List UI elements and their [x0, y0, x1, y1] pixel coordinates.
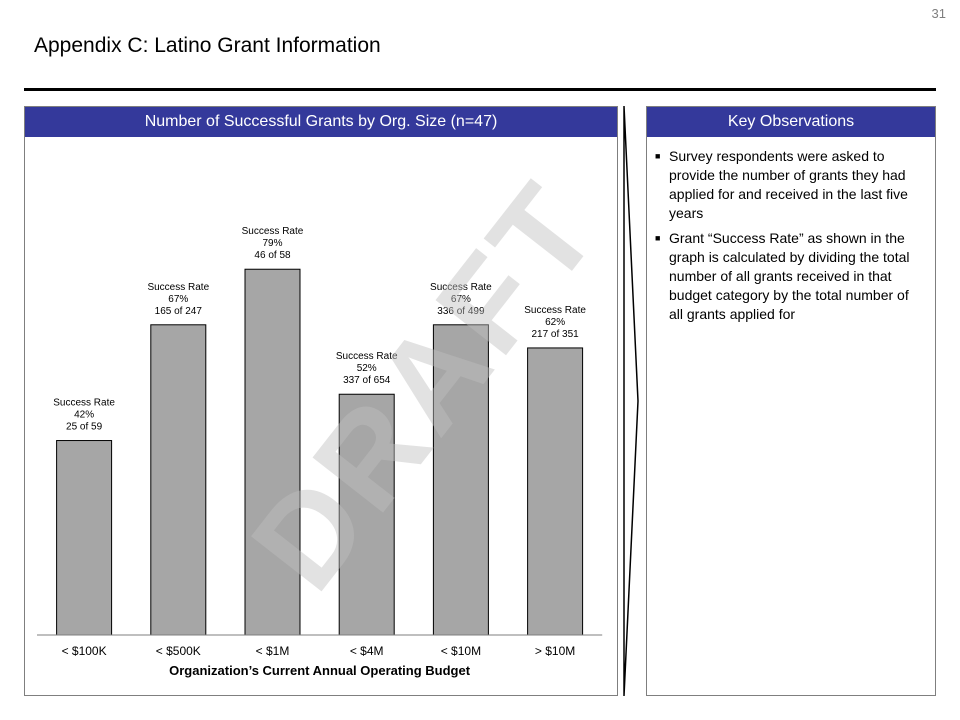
- data-label: Success Rate: [524, 305, 586, 316]
- chart-panel-header: Number of Successful Grants by Org. Size…: [25, 107, 617, 137]
- observation-text: Survey respondents were asked to provide…: [669, 148, 908, 221]
- data-label: 336 of 499: [437, 306, 485, 317]
- observation-item: ■ Survey respondents were asked to provi…: [655, 147, 919, 223]
- square-bullet-icon: ■: [655, 151, 661, 161]
- title-rule: [24, 88, 936, 91]
- page-title: Appendix C: Latino Grant Information: [34, 34, 381, 57]
- x-tick-label: < $10M: [441, 644, 481, 658]
- data-label: Success Rate: [242, 226, 304, 237]
- data-label: 217 of 351: [531, 329, 579, 340]
- x-tick-label: > $10M: [535, 644, 575, 658]
- data-label: Success Rate: [147, 282, 209, 293]
- bar: [56, 440, 113, 636]
- data-label: 42%: [74, 410, 94, 421]
- data-label: 79%: [262, 238, 282, 249]
- data-label: Success Rate: [336, 351, 398, 362]
- data-label: 62%: [545, 317, 565, 328]
- observations-panel: Key Observations ■ Survey respondents we…: [646, 106, 936, 696]
- data-label: 165 of 247: [155, 306, 203, 317]
- data-label: 25 of 59: [66, 422, 103, 433]
- bar: [432, 324, 489, 636]
- page-number: 31: [931, 6, 946, 21]
- data-label: 52%: [357, 363, 377, 374]
- bar: [527, 347, 584, 636]
- chart-panel: Number of Successful Grants by Org. Size…: [24, 106, 618, 696]
- bar: [338, 393, 395, 636]
- chevron-arrow-icon: [623, 106, 639, 696]
- observations-list: ■ Survey respondents were asked to provi…: [647, 137, 935, 324]
- observation-text: Grant “Success Rate” as shown in the gra…: [669, 230, 910, 322]
- data-label: Success Rate: [430, 282, 492, 293]
- x-tick-label: < $100K: [62, 644, 107, 658]
- bar: [244, 268, 301, 636]
- observation-item: ■ Grant “Success Rate” as shown in the g…: [655, 229, 919, 324]
- data-label: 67%: [451, 294, 471, 305]
- data-label: 46 of 58: [254, 250, 291, 261]
- observations-header: Key Observations: [647, 107, 935, 137]
- x-tick-label: < $4M: [350, 644, 384, 658]
- bar: [150, 324, 207, 636]
- square-bullet-icon: ■: [655, 233, 661, 243]
- data-label: Success Rate: [53, 398, 115, 409]
- data-label: 337 of 654: [343, 375, 391, 386]
- x-axis-label: Organization’s Current Annual Operating …: [169, 663, 471, 678]
- x-tick-label: < $500K: [156, 644, 201, 658]
- x-tick-label: < $1M: [256, 644, 290, 658]
- data-label: 67%: [168, 294, 188, 305]
